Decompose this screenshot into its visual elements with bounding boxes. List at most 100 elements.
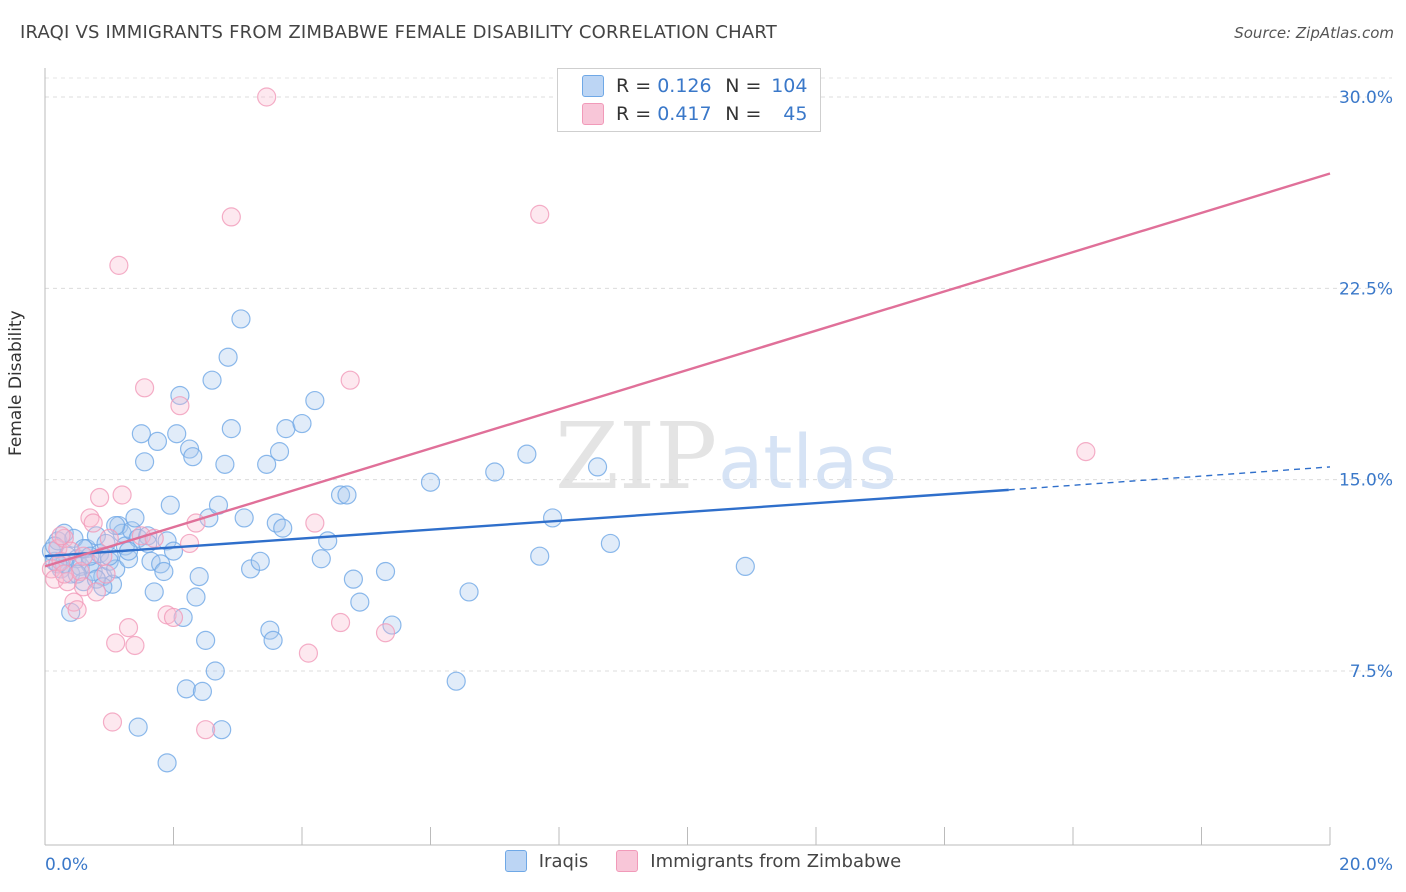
data-point [530, 204, 550, 224]
correlation-legend: R = 0.126 N = 104 R = 0.417 N = 45 [557, 68, 821, 132]
data-point [67, 600, 87, 620]
tick-labels: 7.5% 15.0% 22.5% 30.0% 0.0% 20.0% [45, 88, 1393, 875]
data-point [382, 615, 402, 635]
data-point [530, 546, 550, 566]
y-tick-label: 22.5% [1339, 279, 1393, 299]
data-point [131, 424, 151, 444]
data-point [196, 720, 216, 740]
data-point [154, 561, 174, 582]
data-point [118, 618, 139, 638]
data-point [231, 309, 251, 329]
data-point [170, 385, 190, 406]
data-point [179, 533, 200, 554]
legend-swatch-iraqis [582, 75, 604, 97]
data-point [542, 508, 563, 528]
data-point [1076, 442, 1096, 462]
chart-title: IRAQI VS IMMIGRANTS FROM ZIMBABWE FEMALE… [20, 22, 777, 43]
data-point [134, 378, 155, 398]
data-point [128, 717, 148, 737]
data-point [266, 513, 286, 533]
watermark-atlas: atlas [718, 420, 897, 506]
data-point [86, 582, 107, 602]
data-point [93, 577, 113, 597]
n-label: N = [725, 75, 762, 97]
data-point [163, 607, 184, 628]
data-point [54, 564, 74, 584]
data-point [202, 370, 222, 390]
data-point [221, 207, 241, 227]
data-point [330, 485, 351, 505]
data-point [90, 487, 110, 508]
data-point [350, 592, 370, 612]
trend-line-zimbabwe [44, 172, 1331, 568]
data-point [51, 526, 71, 546]
y-tick-label: 30.0% [1339, 88, 1393, 108]
gridlines [45, 77, 1392, 672]
r-value: 0.126 [657, 75, 712, 97]
data-point [183, 447, 203, 467]
data-point [192, 681, 213, 702]
data-point [221, 419, 241, 439]
data-point [144, 582, 164, 602]
legend-item-zimbabwe[interactable]: Immigrants from Zimbabwe [616, 850, 901, 872]
data-point [186, 587, 206, 607]
data-point [134, 452, 155, 472]
data-point [311, 549, 331, 569]
n-label: N = [725, 103, 762, 125]
legend-label-zimbabwe: Immigrants from Zimbabwe [650, 850, 902, 872]
data-point [420, 472, 441, 492]
trend-line-iraqis-projection [1008, 466, 1331, 491]
data-point [170, 396, 190, 416]
data-point [587, 457, 608, 477]
data-point [485, 462, 505, 482]
data-point [375, 561, 396, 582]
data-point [173, 607, 193, 628]
data-point [273, 518, 293, 538]
data-point [189, 567, 209, 587]
data-point [176, 679, 196, 699]
data-point [340, 370, 360, 390]
data-point [73, 577, 94, 597]
data-point [250, 551, 270, 571]
data-point [112, 485, 132, 505]
data-point [109, 255, 129, 275]
series-zimbabwe [41, 87, 1096, 740]
watermark: ZIP atlas [555, 403, 897, 510]
legend-item-iraqis[interactable]: Iraqis [504, 850, 588, 872]
n-value: 45 [783, 103, 808, 125]
data-point [269, 442, 290, 462]
n-value: 104 [771, 75, 808, 97]
data-point [205, 661, 225, 681]
data-point [157, 753, 177, 773]
data-point [125, 635, 145, 656]
trend-line-iraqis [44, 488, 1009, 558]
x-tick-label: 0.0% [45, 855, 88, 875]
data-point [517, 444, 537, 464]
trend-lines [44, 172, 1331, 568]
watermark-zip: ZIP [555, 403, 717, 510]
data-point [167, 424, 187, 444]
data-point [318, 531, 338, 551]
data-point [305, 513, 325, 533]
y-tick-label: 15.0% [1339, 471, 1393, 491]
data-point [234, 508, 254, 528]
data-point [446, 671, 466, 691]
legend-swatch-zimbabwe [616, 850, 639, 872]
data-point [241, 559, 261, 579]
data-point [735, 556, 755, 577]
data-point [96, 564, 116, 584]
data-point [257, 87, 277, 107]
data-point [147, 431, 168, 451]
data-point [80, 508, 100, 528]
data-point [160, 495, 180, 515]
data-point [330, 612, 351, 633]
data-point [298, 643, 319, 663]
data-point [106, 633, 126, 653]
data-point [263, 630, 283, 650]
data-point [337, 485, 357, 505]
axes [44, 68, 1331, 846]
r-value: 0.417 [657, 103, 712, 125]
data-point [70, 561, 90, 582]
data-point [196, 630, 216, 650]
